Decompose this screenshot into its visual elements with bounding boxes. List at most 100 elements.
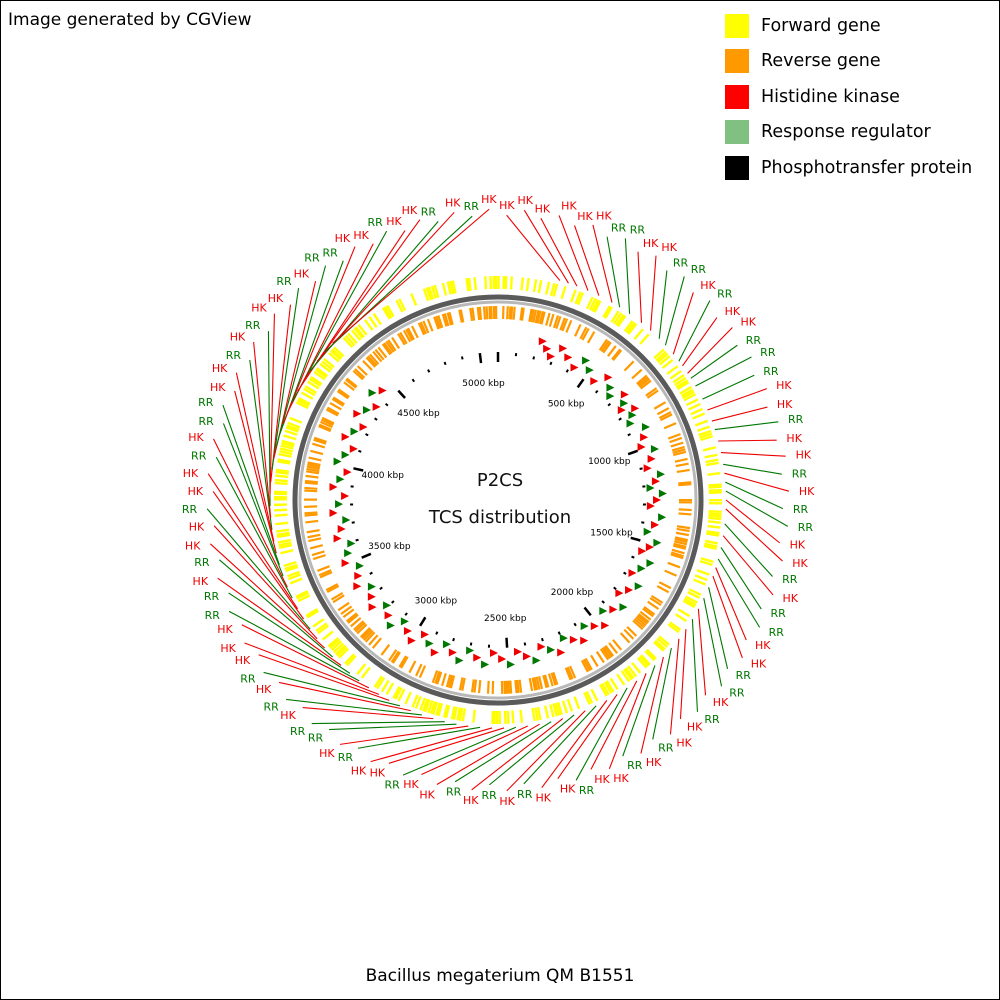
reverse-gene-mark — [612, 639, 623, 651]
rr-label: RR — [611, 221, 627, 234]
reverse-gene-mark — [520, 307, 525, 321]
gene-leader-line — [725, 481, 784, 510]
hk-marker — [367, 592, 376, 601]
reverse-gene-mark — [584, 657, 593, 671]
reverse-gene-mark — [623, 628, 635, 640]
forward-gene-mark — [631, 662, 642, 674]
forward-gene-mark — [692, 578, 706, 586]
hk-label: HK — [445, 196, 461, 209]
forward-gene-mark — [281, 441, 295, 448]
gene-leader-line — [218, 559, 333, 658]
hk-label: HK — [188, 431, 204, 444]
hk-label: HK — [294, 267, 310, 280]
scale-tick — [365, 433, 369, 437]
reverse-gene-mark — [582, 658, 591, 672]
reverse-gene-mark — [368, 634, 379, 646]
forward-gene-mark — [278, 543, 293, 549]
rr-label: RR — [226, 349, 242, 362]
reverse-gene-mark — [650, 594, 664, 604]
forward-gene-mark — [380, 679, 390, 693]
reverse-gene-swatch — [725, 49, 749, 74]
rr-label: RR — [182, 503, 198, 516]
reverse-gene-mark — [306, 465, 320, 470]
rr-label: RR — [729, 687, 745, 700]
hk-marker — [353, 409, 362, 418]
forward-gene-mark — [552, 283, 559, 297]
forward-gene-mark — [274, 508, 288, 512]
reverse-gene-mark — [531, 677, 537, 691]
forward-gene-mark — [704, 542, 718, 548]
gene-leader-line — [421, 725, 528, 776]
forward-gene-mark — [451, 280, 457, 294]
reverse-gene-mark — [623, 360, 635, 372]
forward-gene-mark — [525, 277, 530, 292]
legend-label: Histidine kinase — [761, 86, 900, 107]
forward-gene-mark — [690, 407, 704, 416]
reverse-gene-mark — [658, 411, 672, 420]
reverse-gene-mark — [325, 583, 339, 592]
forward-gene-mark — [372, 312, 382, 326]
forward-gene-mark — [278, 452, 292, 458]
forward-gene-mark — [465, 278, 470, 292]
scale-label: 3000 kbp — [415, 596, 458, 606]
reverse-gene-mark — [369, 353, 380, 365]
reverse-gene-mark — [636, 614, 649, 625]
rr-label: RR — [264, 700, 280, 713]
reverse-gene-mark — [318, 425, 332, 433]
reverse-gene-mark — [669, 436, 683, 444]
scale-tick — [460, 356, 464, 360]
scale-tick — [384, 402, 389, 407]
hk-label: HK — [353, 229, 369, 242]
rr-marker — [455, 656, 464, 665]
histidine-kinase-swatch — [725, 84, 749, 109]
reverse-gene-mark — [534, 310, 540, 324]
reverse-gene-mark — [532, 309, 537, 323]
forward-gene-mark — [313, 371, 326, 381]
reverse-gene-mark — [331, 398, 345, 407]
forward-gene-mark — [588, 297, 597, 311]
reverse-gene-mark — [320, 418, 334, 427]
reverse-gene-mark — [340, 605, 353, 615]
forward-gene-mark — [275, 474, 289, 479]
forward-gene-mark — [654, 639, 666, 651]
forward-gene-mark — [605, 680, 615, 693]
reverse-gene-mark — [318, 423, 332, 431]
forward-gene-mark — [688, 402, 701, 411]
hk-marker — [628, 569, 637, 578]
forward-gene-mark — [702, 446, 717, 452]
reverse-gene-mark — [565, 319, 573, 333]
forward-gene-mark — [561, 700, 569, 714]
scale-label: 4000 kbp — [362, 471, 405, 481]
reverse-gene-mark — [308, 537, 322, 543]
legend-label: Phosphotransfer protein — [761, 157, 973, 178]
forward-gene-mark — [602, 305, 611, 318]
gene-leader-line — [724, 523, 773, 577]
scale-tick — [630, 536, 641, 542]
reverse-gene-mark — [399, 331, 408, 345]
hk-marker — [646, 502, 655, 511]
hk-marker — [538, 337, 547, 346]
reverse-gene-mark — [304, 486, 318, 490]
forward-gene-mark — [395, 299, 404, 313]
hk-label: HK — [268, 292, 284, 305]
reverse-gene-mark — [434, 670, 441, 684]
gene-leader-line — [339, 725, 469, 745]
reverse-gene-mark — [342, 608, 355, 619]
forward-gene-mark — [285, 426, 299, 433]
scale-tick — [583, 606, 592, 617]
forward-gene-mark — [569, 289, 577, 303]
hk-label: HK — [613, 772, 629, 785]
gene-leader-line — [724, 472, 790, 492]
forward-gene-mark — [425, 287, 433, 301]
rr-marker — [653, 538, 662, 547]
hk-label: HK — [188, 485, 204, 498]
rr-label: RR — [240, 672, 256, 685]
forward-gene-mark — [360, 666, 371, 679]
hk-label: HK — [783, 592, 799, 605]
gene-leader-line — [523, 705, 597, 785]
reverse-gene-mark — [535, 676, 541, 690]
rr-marker — [646, 483, 655, 492]
forward-gene-mark — [610, 310, 620, 323]
forward-gene-mark — [708, 514, 722, 518]
reverse-gene-mark — [326, 584, 340, 594]
